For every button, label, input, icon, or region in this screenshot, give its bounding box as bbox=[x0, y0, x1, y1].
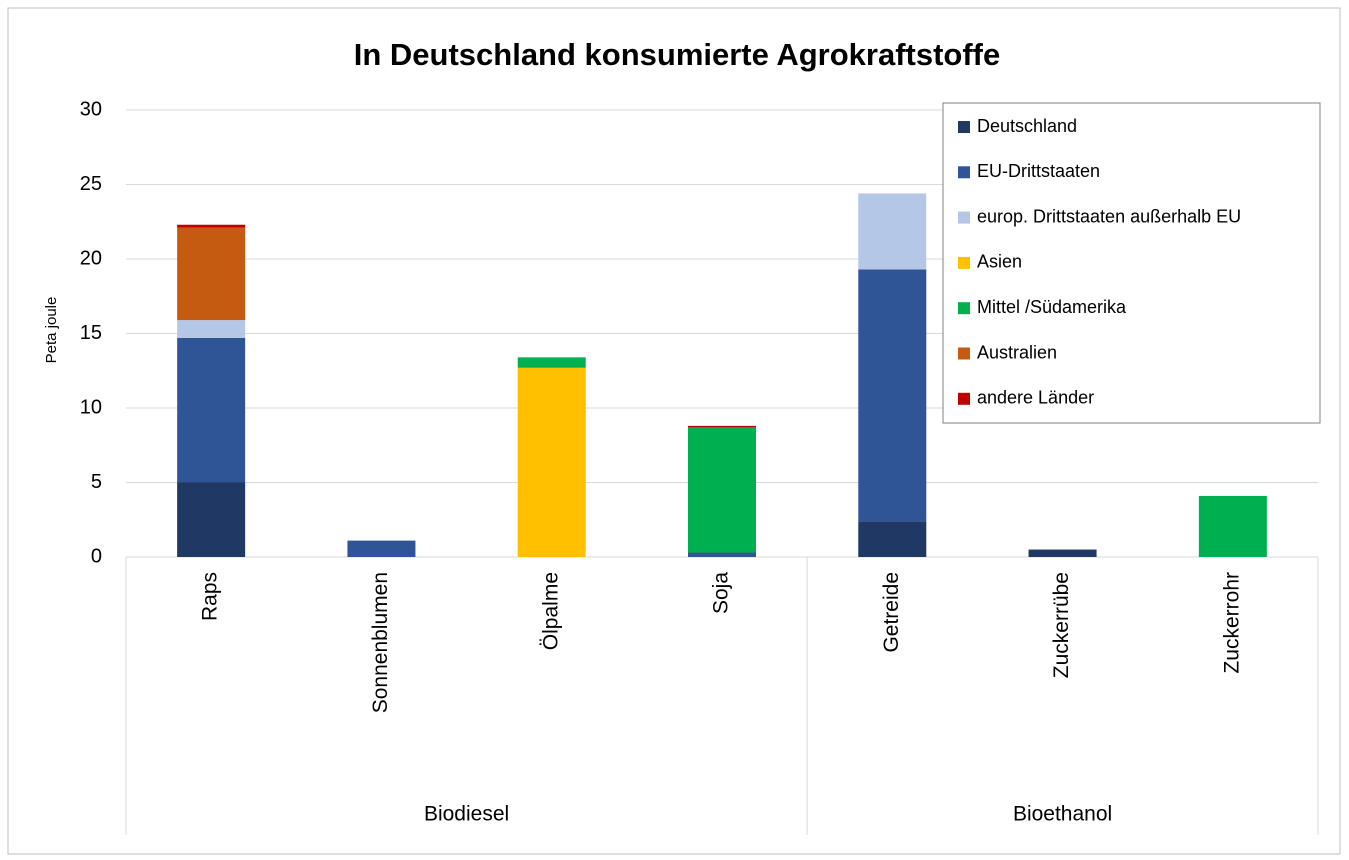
bar-segment bbox=[688, 552, 756, 557]
y-tick-label: 0 bbox=[91, 545, 102, 567]
legend-swatch bbox=[958, 166, 970, 179]
legend-label: europ. Drittstaaten außerhalb EU bbox=[977, 206, 1241, 226]
bar-segment bbox=[347, 540, 416, 557]
bar-segment bbox=[858, 269, 927, 522]
x-tick-label: Raps bbox=[199, 572, 222, 621]
legend-swatch bbox=[958, 302, 970, 315]
legend-swatch bbox=[958, 121, 970, 133]
chart-title: In Deutschland konsumierte Agrokraftstof… bbox=[354, 37, 1001, 72]
y-tick-label: 15 bbox=[80, 322, 102, 344]
bar-segment bbox=[517, 367, 586, 557]
bar-segment bbox=[177, 227, 246, 321]
legend-swatch bbox=[958, 392, 970, 405]
bar-segment bbox=[858, 193, 927, 270]
bar-segment bbox=[177, 320, 246, 338]
legend-label: andere Länder bbox=[977, 388, 1094, 408]
y-axis-title: Peta joule bbox=[43, 297, 60, 364]
bar-segment bbox=[1028, 549, 1097, 557]
legend-swatch bbox=[958, 211, 970, 224]
y-tick-label: 10 bbox=[80, 396, 102, 418]
x-tick-label: Getreide bbox=[880, 572, 903, 653]
x-tick-label: Soja bbox=[710, 572, 733, 614]
legend-label: EU-Drittstaaten bbox=[977, 161, 1100, 181]
bar-segment bbox=[688, 427, 756, 553]
x-tick-label: Zuckerrübe bbox=[1050, 572, 1073, 678]
bar-segment bbox=[517, 357, 586, 368]
x-tick-label: Ölpalme bbox=[539, 572, 562, 650]
bar-segment bbox=[688, 425, 756, 428]
bar-segment bbox=[177, 337, 246, 483]
y-tick-label: 25 bbox=[80, 173, 102, 195]
bar-segment bbox=[858, 521, 927, 557]
legend-label: Mittel /Südamerika bbox=[977, 297, 1127, 317]
x-tick-label: Zuckerrohr bbox=[1220, 572, 1243, 674]
legend-swatch bbox=[958, 347, 970, 360]
legend-label: Asien bbox=[977, 252, 1022, 272]
group-label: Bioethanol bbox=[1013, 803, 1112, 826]
bar-segment bbox=[1198, 495, 1267, 557]
y-tick-label: 20 bbox=[80, 247, 102, 269]
legend-label: Australien bbox=[977, 342, 1057, 362]
y-tick-label: 30 bbox=[80, 98, 102, 120]
legend-swatch bbox=[958, 256, 970, 269]
bar-segment bbox=[177, 224, 246, 228]
group-label: Biodiesel bbox=[424, 803, 509, 826]
legend-label: Deutschland bbox=[977, 116, 1077, 136]
x-tick-label: Sonnenblumen bbox=[369, 572, 392, 713]
legend-box bbox=[942, 102, 1321, 424]
y-tick-label: 5 bbox=[91, 471, 102, 493]
bar-segment bbox=[177, 482, 246, 557]
